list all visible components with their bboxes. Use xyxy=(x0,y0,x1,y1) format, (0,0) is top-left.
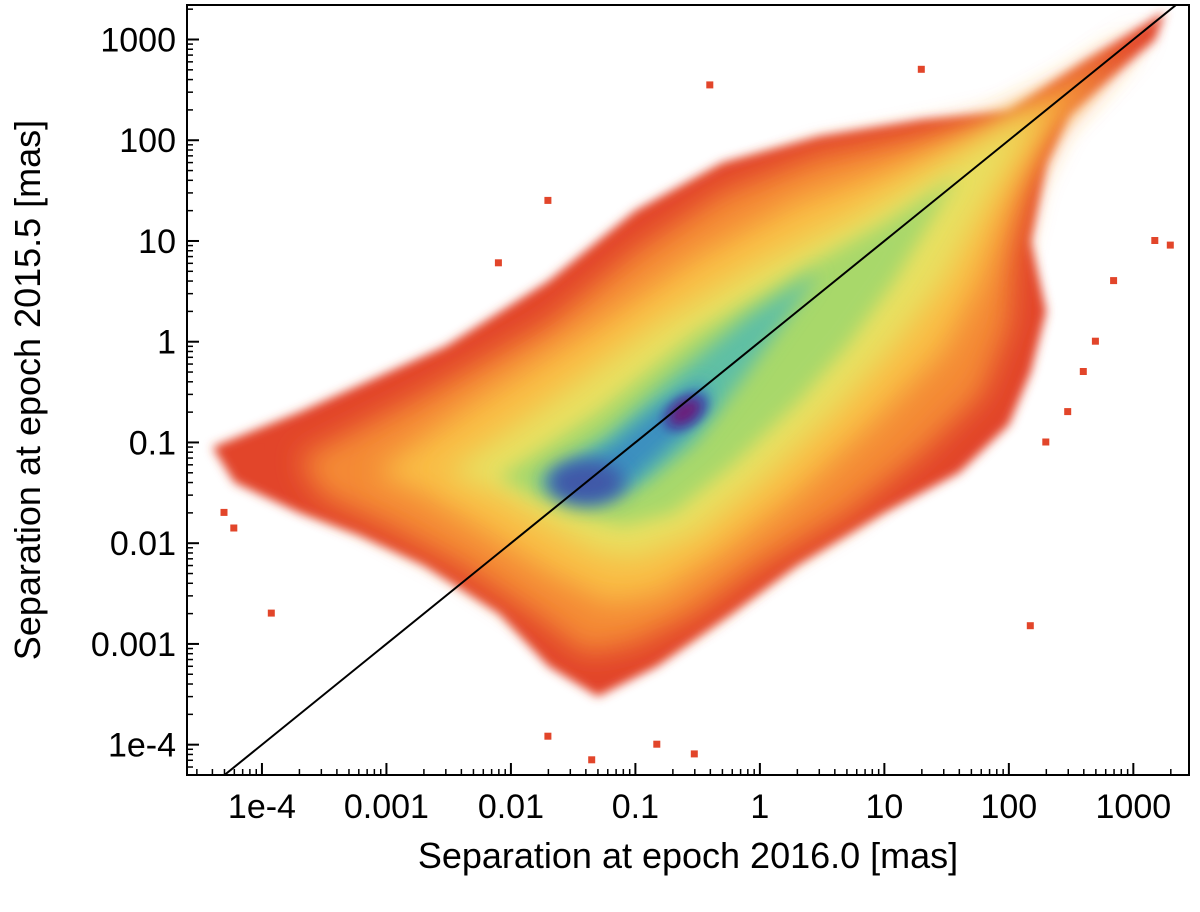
y-tick-label: 10 xyxy=(138,223,176,261)
y-tick-label: 1 xyxy=(157,324,176,362)
outlier-point xyxy=(267,609,275,617)
outlier-point xyxy=(588,756,596,764)
x-tick-label: 1e-4 xyxy=(228,788,296,826)
x-tick-label: 1000 xyxy=(1096,788,1172,826)
reference-line-layer xyxy=(222,5,1177,775)
x-tick-label: 1 xyxy=(750,788,769,826)
plot-frame xyxy=(186,4,1190,776)
outlier-point xyxy=(690,750,698,758)
density-layer xyxy=(212,11,1166,697)
outlier-point xyxy=(257,443,265,451)
y-tick-label: 100 xyxy=(119,122,176,160)
density-band-teal xyxy=(532,271,820,504)
outlier-point xyxy=(544,732,552,740)
x-tick-label: 0.1 xyxy=(612,788,659,826)
outlier-point xyxy=(544,196,552,204)
x-axis-ticks: 1e-4 0.001 0.01 0.1 1 10 100 1000 xyxy=(196,763,1172,826)
outlier-point xyxy=(1042,438,1050,446)
outlier-point xyxy=(1079,368,1087,375)
x-tick-label: 100 xyxy=(980,788,1037,826)
x-tick-label: 0.001 xyxy=(344,788,429,826)
outlier-point xyxy=(917,65,925,73)
outlier-point xyxy=(220,508,228,516)
outlier-point xyxy=(1064,408,1072,416)
outlier-layer xyxy=(220,65,1174,764)
x-axis-label: Separation at epoch 2016.0 [mas] xyxy=(418,835,958,876)
outlier-point xyxy=(653,740,661,748)
density-peak-core xyxy=(670,400,700,424)
y-tick-label: 0.1 xyxy=(129,424,176,462)
y-tick-label: 1e-4 xyxy=(108,727,176,765)
outlier-point xyxy=(1151,237,1159,244)
y-tick-label: 0.01 xyxy=(110,525,176,563)
outlier-point xyxy=(1091,337,1099,345)
outlier-point xyxy=(1166,241,1174,249)
y-axis-label: Separation at epoch 2015.5 [mas] xyxy=(7,120,48,660)
y-tick-label: 0.001 xyxy=(91,626,176,664)
outlier-point xyxy=(230,524,238,532)
outlier-point xyxy=(1026,622,1034,630)
y-axis-ticks: 1e-4 0.001 0.01 0.1 1 10 100 1000 xyxy=(91,8,199,776)
x-tick-label: 0.01 xyxy=(478,788,544,826)
x-tick-label: 10 xyxy=(865,788,903,826)
outlier-point xyxy=(494,259,502,267)
outlier-point xyxy=(1110,277,1118,285)
y-tick-label: 1000 xyxy=(100,21,176,59)
outlier-point xyxy=(706,81,714,89)
reference-line-y-equals-x xyxy=(222,5,1177,775)
